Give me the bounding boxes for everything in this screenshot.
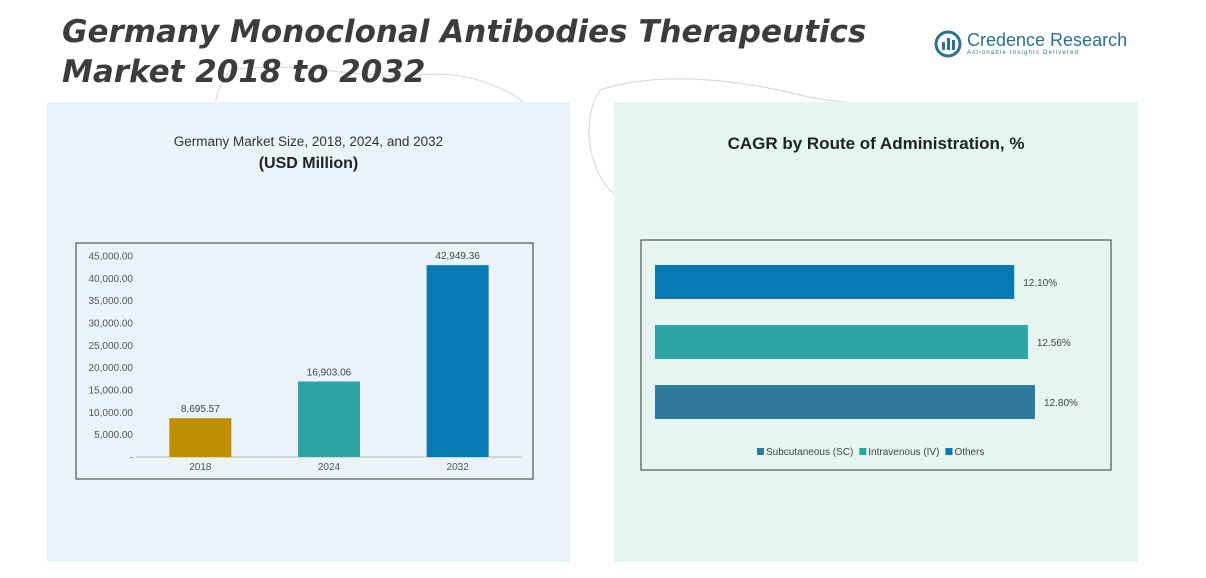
bar-2032 <box>426 265 489 457</box>
legend-label: Subcutaneous (SC) <box>766 447 853 458</box>
y-tick-label: 5,000.00 <box>94 430 133 441</box>
legend-swatch <box>757 448 764 455</box>
page-title: Germany Monoclonal Antibodies Therapeuti… <box>62 14 867 90</box>
data-label: 12.56% <box>1037 338 1071 349</box>
legend-swatch <box>859 448 867 455</box>
legend-label: Others <box>954 447 984 458</box>
legend-label: Intravenous (IV) <box>868 447 939 458</box>
data-label: 8,695.57 <box>181 404 220 415</box>
brand-tagline: Actionable Insights Delivered <box>967 50 1080 56</box>
market-size-plot-frame <box>75 242 534 480</box>
bar-intravenous-iv- <box>655 325 1028 359</box>
data-label: 12.10% <box>1023 278 1057 289</box>
y-tick-label: 40,000.00 <box>89 274 134 285</box>
x-tick-label: 2024 <box>318 462 341 473</box>
x-tick-label: 2018 <box>189 462 212 473</box>
data-label: 16,903.06 <box>307 367 352 378</box>
bar-2018 <box>169 418 232 457</box>
brand-name: Credence Research <box>967 30 1128 50</box>
y-tick-label: 15,000.00 <box>89 386 134 397</box>
market-size-unit-label: (USD Million) <box>258 155 359 172</box>
y-tick-label: 45,000.00 <box>89 252 134 263</box>
market-size-bars: - 5,000.00 10,000.00 15,000.00 20,000.00 25,0… <box>89 251 489 473</box>
y-tick-label: 25,000.00 <box>89 341 134 352</box>
brand-logo: Credence Research Actionable Insights De… <box>934 28 1128 64</box>
y-tick-label: - <box>130 453 133 464</box>
bar-subcutaneous-sc- <box>655 265 1015 299</box>
bar-2024 <box>298 381 360 457</box>
y-tick-label: 10,000.00 <box>89 408 134 419</box>
cagr-chart-title: CAGR by Route of Administration, % <box>727 134 1025 153</box>
bar-others <box>655 385 1035 419</box>
legend-swatch <box>945 448 953 455</box>
data-label: 42,949.36 <box>435 251 480 262</box>
data-label: 12.80% <box>1044 398 1078 409</box>
y-tick-label: 20,000.00 <box>89 363 134 374</box>
y-tick-label: 30,000.00 <box>89 319 134 330</box>
y-tick-label: 35,000.00 <box>89 296 134 307</box>
cagr-bars: 12.10% 12.56% 12.80% Subcutaneous (SC) Intra… <box>655 265 1078 458</box>
cagr-plot-frame <box>640 239 1112 471</box>
credence-logo-icon <box>934 30 962 58</box>
market-size-chart-title: Germany Market Size, 2018, 2024, and 203… <box>173 134 444 149</box>
x-tick-label: 2032 <box>447 462 470 473</box>
